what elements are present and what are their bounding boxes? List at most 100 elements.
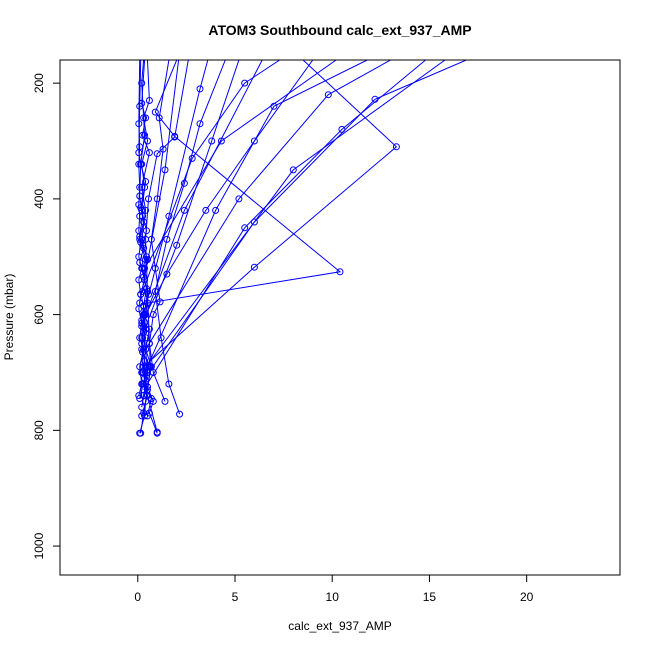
series-10 bbox=[138, 60, 400, 411]
data-point bbox=[392, 143, 400, 151]
data-point bbox=[144, 363, 151, 371]
data-point bbox=[142, 178, 150, 185]
data-point bbox=[140, 244, 148, 252]
x-axis-label: calc_ext_937_AMP bbox=[288, 619, 391, 633]
data-point bbox=[140, 386, 148, 394]
y-axis: 200 400 600 800 1000 bbox=[32, 73, 60, 559]
data-point bbox=[289, 166, 297, 174]
data-point bbox=[196, 120, 204, 128]
data-point bbox=[159, 145, 167, 153]
data-point bbox=[188, 154, 196, 162]
data-point bbox=[145, 97, 153, 104]
data-point bbox=[241, 79, 249, 87]
y-tick-label: 1000 bbox=[32, 532, 46, 559]
data-point bbox=[144, 288, 151, 295]
data-point bbox=[145, 149, 153, 157]
series-line bbox=[143, 60, 426, 391]
data-point bbox=[135, 120, 143, 128]
data-point bbox=[135, 201, 143, 209]
series-12 bbox=[136, 60, 467, 402]
data-point bbox=[165, 380, 173, 388]
data-point bbox=[138, 322, 146, 330]
data-point bbox=[250, 218, 258, 226]
data-point bbox=[163, 235, 171, 243]
data-point bbox=[250, 263, 258, 271]
data-point bbox=[176, 410, 184, 418]
data-point bbox=[142, 114, 150, 122]
data-point bbox=[149, 397, 157, 405]
series-18 bbox=[139, 60, 280, 295]
data-point bbox=[151, 108, 159, 116]
plot-frame bbox=[59, 59, 621, 576]
data-point bbox=[336, 268, 344, 276]
data-point bbox=[144, 392, 151, 400]
data-point bbox=[153, 428, 161, 436]
data-point bbox=[151, 264, 159, 272]
data-point bbox=[136, 299, 144, 307]
series-line bbox=[147, 60, 368, 367]
series-16 bbox=[142, 60, 391, 353]
data-point bbox=[165, 212, 173, 220]
data-point bbox=[202, 206, 210, 214]
y-tick-label: 600 bbox=[32, 304, 46, 324]
data-point bbox=[135, 253, 143, 261]
data-point bbox=[371, 95, 379, 103]
data-point bbox=[196, 85, 204, 93]
data-point bbox=[142, 206, 150, 214]
data-point bbox=[145, 195, 152, 203]
data-point bbox=[171, 132, 179, 140]
series-line bbox=[141, 60, 398, 408]
x-axis: 0 5 10 15 20 bbox=[134, 575, 534, 604]
y-tick-label: 200 bbox=[32, 73, 46, 93]
series-line bbox=[143, 60, 240, 333]
data-point bbox=[135, 392, 143, 400]
series-line bbox=[139, 60, 180, 304]
data-point bbox=[136, 183, 144, 191]
y-tick-label: 800 bbox=[32, 420, 46, 440]
data-point bbox=[136, 102, 144, 110]
data-point bbox=[155, 114, 163, 122]
data-point bbox=[138, 403, 146, 411]
data-point bbox=[180, 206, 188, 214]
data-point bbox=[138, 79, 146, 87]
series-line bbox=[139, 60, 170, 434]
x-tick-label: 15 bbox=[423, 590, 437, 604]
series-14 bbox=[144, 60, 368, 371]
data-point bbox=[161, 397, 169, 405]
chart-title: ATOM3 Southbound calc_ext_937_AMP bbox=[208, 22, 471, 38]
data-point bbox=[153, 150, 161, 158]
data-point bbox=[138, 369, 146, 376]
series-line bbox=[139, 60, 467, 399]
data-point bbox=[135, 160, 143, 168]
x-tick-label: 20 bbox=[520, 590, 534, 604]
data-point bbox=[153, 195, 161, 203]
series-line bbox=[141, 60, 446, 373]
x-tick-label: 10 bbox=[326, 590, 340, 604]
data-point bbox=[141, 264, 149, 272]
data-point bbox=[136, 212, 144, 220]
series-15 bbox=[140, 60, 240, 336]
data-point bbox=[136, 395, 144, 402]
data-point bbox=[142, 235, 150, 243]
data-point bbox=[324, 91, 332, 99]
data-point bbox=[241, 224, 249, 232]
x-tick-label: 0 bbox=[134, 590, 141, 604]
series-line bbox=[142, 60, 280, 292]
plot-area bbox=[135, 60, 467, 437]
x-tick-label: 5 bbox=[232, 590, 239, 604]
data-point bbox=[141, 131, 149, 139]
series-13 bbox=[138, 60, 446, 376]
data-point bbox=[141, 412, 149, 420]
series-line bbox=[145, 60, 391, 350]
data-point bbox=[173, 241, 181, 249]
data-point bbox=[140, 311, 148, 319]
series-19 bbox=[136, 60, 180, 307]
data-point bbox=[136, 143, 144, 151]
data-point bbox=[135, 276, 143, 284]
series-21 bbox=[138, 60, 263, 330]
data-point bbox=[212, 206, 220, 214]
series-line bbox=[141, 60, 263, 327]
y-tick-label: 400 bbox=[32, 189, 46, 209]
data-point bbox=[208, 137, 216, 145]
